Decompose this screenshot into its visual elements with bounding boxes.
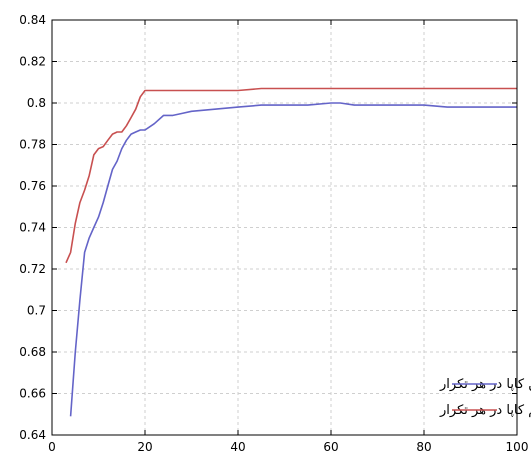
x-tick-label: 80 bbox=[416, 440, 431, 454]
y-tick-label: 0.64 bbox=[19, 428, 46, 442]
y-tick-label: 0.78 bbox=[19, 138, 46, 152]
grid-lines bbox=[51, 19, 518, 436]
series-layer bbox=[65, 87, 517, 417]
y-tick-label: 0.72 bbox=[19, 262, 46, 276]
series-line-average-kappa bbox=[69, 102, 517, 417]
x-tick-label: 60 bbox=[323, 440, 338, 454]
axis-ticks bbox=[51, 19, 518, 436]
y-tick-label: 0.8 bbox=[27, 96, 46, 110]
y-tick-label: 0.82 bbox=[19, 55, 46, 69]
y-tick-label: 0.68 bbox=[19, 345, 46, 359]
x-tick-label: 0 bbox=[48, 440, 56, 454]
series-line-maximum-kappa bbox=[65, 87, 517, 264]
axis-tick-labels: 0.64 0.66 0.68 0.7 0.72 0.74 0.76 0.78 0.8 0.82 0.… bbox=[19, 13, 528, 454]
y-tick-label: 0.74 bbox=[19, 221, 46, 235]
y-tick-label: 0.84 bbox=[19, 13, 46, 27]
x-tick-label: 40 bbox=[230, 440, 245, 454]
y-tick-label: 0.76 bbox=[19, 179, 46, 193]
y-tick-label: 0.66 bbox=[19, 387, 46, 401]
plot-frame bbox=[51, 19, 518, 436]
x-tick-label: 100 bbox=[506, 440, 529, 454]
x-tick-label: 20 bbox=[137, 440, 152, 454]
y-tick-label: 0.7 bbox=[27, 304, 46, 318]
legend: میانگین کاپا در هر تکرار ماکزیمم کاپا در… bbox=[439, 376, 531, 418]
